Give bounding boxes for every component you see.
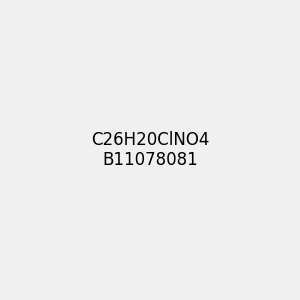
Text: C26H20ClNO4
B11078081: C26H20ClNO4 B11078081 — [91, 130, 209, 170]
